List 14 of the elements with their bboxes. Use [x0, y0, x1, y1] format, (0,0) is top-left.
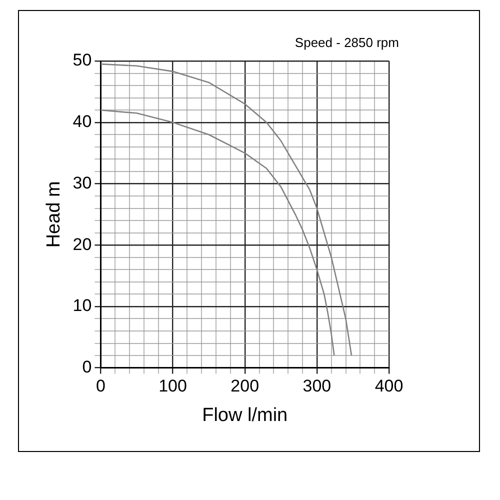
x-tick-label: 0 [96, 376, 106, 396]
y-tick-label: 20 [72, 234, 92, 254]
x-tick-label: 300 [302, 376, 332, 396]
x-tick-label: 400 [374, 376, 404, 396]
y-tick-label: 10 [72, 296, 92, 316]
text: Speed - 2850 rpm [294, 35, 399, 50]
y-tick-label: 30 [72, 173, 92, 192]
y-tick-label: 40 [72, 112, 92, 132]
y-tick-label: 0 [82, 357, 92, 376]
x-tick-label: 200 [230, 376, 260, 396]
y-tick-label: 50 [72, 50, 92, 70]
x-axis-title: Flow l/min [202, 404, 288, 426]
y-axis-title: Head m [44, 181, 65, 248]
x-tick-label: 100 [158, 376, 187, 396]
